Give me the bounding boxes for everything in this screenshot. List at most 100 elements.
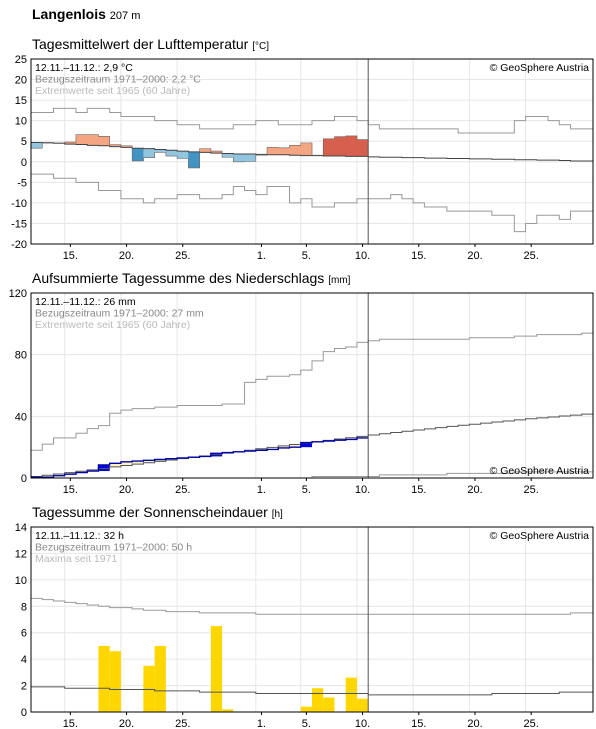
y-tick-label: 12 (15, 548, 27, 560)
x-tick-label: 15. (63, 484, 78, 496)
sunshine-bar (356, 698, 369, 712)
info-line-3: Extremwerte seit 1965 (60 Jahre) (35, 319, 190, 331)
temp-max-line (31, 107, 593, 134)
panel-temperature: -20 -15 -10 -5 0 5 10 15 20 25 15. 20. 25. 1. 5. 10. 15.… (11, 54, 594, 262)
temp-anomaly-bar (143, 148, 155, 158)
y-tick-label: 25 (15, 54, 27, 66)
y-tick-label: 0 (21, 707, 27, 719)
precip-deviation-fill (278, 445, 290, 448)
x-tick-label: 20. (119, 250, 134, 262)
x-tick-label: 25. (524, 718, 539, 729)
y-tick-label: 2 (21, 681, 27, 693)
info-line-3: Extremwerte seit 1965 (60 Jahre) (35, 85, 190, 97)
y-tick-label: -10 (11, 198, 27, 210)
y-tick-label: 14 (15, 522, 27, 534)
x-tick-label: 20. (119, 718, 134, 729)
y-tick-label: 4 (21, 654, 27, 666)
x-tick-label: 25. (175, 718, 190, 729)
precip-cumulative-line (31, 437, 369, 478)
temp-anomaly-bar (323, 138, 335, 157)
temp-observed-line (31, 134, 369, 169)
panel-title-sunshine: Tagessumme der Sonnenscheindauer [h] (32, 504, 283, 520)
temp-anomaly-bar (64, 142, 77, 145)
sunshine-bar (210, 626, 223, 712)
plot-frame (30, 526, 594, 713)
precip-deviation-fill (154, 459, 167, 462)
precip-max-line (31, 332, 593, 451)
x-tick-label: 20. (467, 484, 482, 496)
panel-sunshine: 0 2 4 6 8 10 12 14 15. 20. 25. 1. 5. 10. 15. 20. 25. 12.1… (15, 522, 594, 729)
x-tick-label: 1. (257, 484, 266, 496)
temperature-unit: [°C] (252, 41, 269, 52)
precip-deviation-fill (109, 463, 122, 467)
temp-anomaly-bar (154, 149, 167, 153)
y-tick-label: 15 (15, 95, 27, 107)
info-line-1: 12.11.–11.12.: 2,9 °C (35, 62, 133, 74)
temp-anomaly-bar (120, 145, 133, 148)
sunshine-normal-line (31, 686, 593, 696)
plot-frame (30, 292, 594, 479)
panel-precipitation: 0 40 80 120 15. 20. 25. 1. 5. 10. 15. 20. 25. 12.11.–… (9, 288, 594, 496)
x-tick-label: 20. (119, 484, 134, 496)
precip-deviation-fill (267, 447, 279, 450)
panel-title-temperature: Tagesmittelwert der Lufttemperatur [°C] (32, 36, 269, 52)
x-tick-label: 1. (257, 250, 266, 262)
y-tick-label: 8 (21, 601, 27, 613)
copyright-label: © GeoSphere Austria (490, 530, 590, 542)
y-tick-label: 120 (9, 288, 27, 300)
temp-anomaly-bar (199, 148, 212, 153)
panel-title-precipitation: Aufsummierte Tagessumme des Niederschlag… (32, 270, 350, 286)
x-tick-label: 1. (257, 718, 266, 729)
precipitation-unit: [mm] (328, 275, 351, 286)
temp-anomaly-bar (132, 148, 144, 161)
temp-anomaly-bar (233, 153, 245, 162)
temp-anomaly-bar (334, 136, 347, 157)
y-tick-label: 6 (21, 628, 27, 640)
x-tick-label: 25. (524, 484, 539, 496)
precip-deviation-fill (289, 444, 302, 448)
sunshine-bar (222, 709, 234, 712)
temp-anomaly-bar (267, 147, 279, 155)
temp-anomaly-bar (31, 142, 43, 149)
sunshine-bar (143, 665, 155, 712)
sunshine-bar (98, 645, 110, 712)
sunshine-title-text: Tagessumme der Sonnenscheindauer (32, 504, 268, 520)
temp-anomaly-bar (244, 153, 257, 162)
sunshine-bar (300, 706, 312, 712)
temp-anomaly-bar (210, 151, 223, 154)
temp-normal-line (31, 141, 593, 162)
copyright-label: © GeoSphere Austria (490, 62, 590, 74)
precip-deviation-fill (53, 473, 66, 476)
y-tick-label: 0 (21, 157, 27, 169)
x-tick-label: 25. (175, 484, 190, 496)
info-line-1: 12.11.–11.12.: 32 h (35, 530, 124, 542)
temp-anomaly-bar (109, 144, 122, 147)
plot-frame (30, 58, 594, 245)
temp-anomaly-bar (289, 145, 302, 156)
temp-anomaly-bar (87, 134, 99, 146)
x-tick-label: 5. (302, 484, 311, 496)
x-tick-label: 15. (411, 250, 426, 262)
temp-anomaly-bar (188, 151, 200, 168)
temp-min-line (31, 173, 593, 233)
sunshine-bar (323, 697, 335, 712)
temp-anomaly-bar (222, 153, 234, 158)
y-tick-label: 20 (15, 75, 27, 87)
station-elevation: 207 m (109, 10, 141, 22)
precip-deviation-fill (64, 472, 77, 475)
y-tick-label: 40 (15, 411, 27, 423)
precip-deviation-fill (42, 475, 54, 478)
temp-anomaly-bar (345, 135, 358, 157)
temp-anomaly-bar (278, 147, 290, 155)
y-tick-label: -20 (11, 239, 27, 251)
x-tick-label: 25. (524, 250, 539, 262)
sunshine-bar (109, 651, 121, 712)
y-tick-label: 10 (15, 116, 27, 128)
temp-anomaly-bar (165, 150, 178, 157)
precip-deviation-fill (120, 461, 133, 466)
info-line-3: Maxima seit 1971 (35, 553, 117, 565)
y-tick-label: 5 (21, 136, 27, 148)
info-line-2: Bezugszeitraum 1971–2000: 50 h (35, 542, 192, 554)
temp-anomaly-bar (177, 151, 189, 159)
temp-anomaly-bar (300, 142, 313, 156)
